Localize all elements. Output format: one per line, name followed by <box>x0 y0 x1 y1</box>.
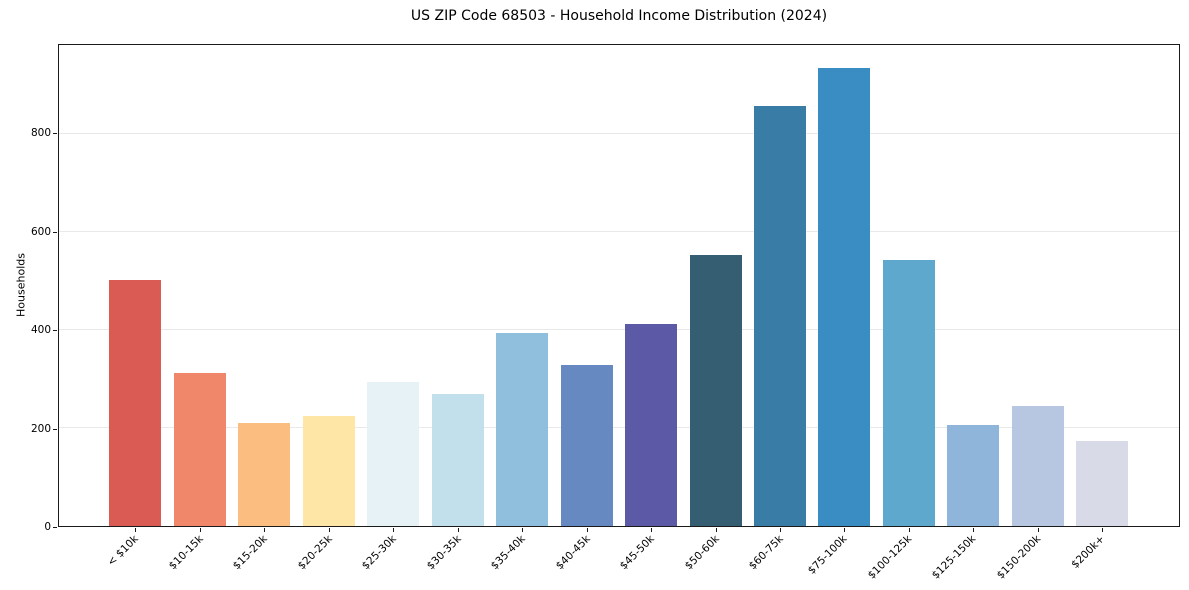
bar <box>625 324 678 526</box>
x-tick-mark <box>458 528 459 532</box>
y-tick-mark <box>53 330 57 331</box>
y-axis-label: Households <box>14 253 28 317</box>
bar <box>238 422 291 526</box>
bar <box>560 365 613 526</box>
bar <box>173 373 226 526</box>
gridline-y-400 <box>59 328 1179 330</box>
bar <box>109 280 162 526</box>
bar <box>689 254 742 526</box>
bar <box>367 381 420 526</box>
bar <box>947 424 1000 526</box>
x-tick-mark <box>522 528 523 532</box>
x-tick-mark <box>909 528 910 532</box>
x-tick-mark <box>844 528 845 532</box>
x-tick-mark <box>200 528 201 532</box>
bar <box>818 68 871 526</box>
x-tick-mark <box>1102 528 1103 532</box>
chart-title: US ZIP Code 68503 - Household Income Dis… <box>410 8 828 24</box>
y-tick-mark <box>53 429 57 430</box>
y-tick-label: 200 <box>30 423 51 435</box>
x-tick-mark <box>135 528 136 532</box>
bar <box>882 260 935 526</box>
x-tick-mark <box>393 528 394 532</box>
plot-area <box>58 44 1180 527</box>
y-tick-label: 400 <box>30 324 51 336</box>
x-tick-mark <box>716 528 717 532</box>
gridline-y-200 <box>59 426 1179 428</box>
x-tick-mark <box>1038 528 1039 532</box>
y-tick-label: 600 <box>30 226 51 238</box>
y-tick-mark <box>53 232 57 233</box>
y-tick-label: 800 <box>30 127 51 139</box>
bar <box>302 415 355 526</box>
bar <box>431 394 484 526</box>
y-tick-mark <box>53 527 57 528</box>
x-tick-label: $200k+ <box>1069 533 1108 571</box>
bar <box>754 106 806 526</box>
x-tick-mark <box>587 528 588 532</box>
x-tick-mark <box>264 528 265 532</box>
x-tick-mark <box>973 528 974 532</box>
bar <box>496 333 549 526</box>
gridline-y-800 <box>59 132 1179 134</box>
x-tick-mark <box>329 528 330 532</box>
x-tick-mark <box>780 528 781 532</box>
bar <box>1076 440 1129 526</box>
gridline-y-600 <box>59 230 1179 232</box>
x-tick-mark <box>651 528 652 532</box>
y-tick-label: 0 <box>44 521 51 533</box>
y-tick-mark <box>53 133 57 134</box>
bar <box>1011 405 1064 526</box>
